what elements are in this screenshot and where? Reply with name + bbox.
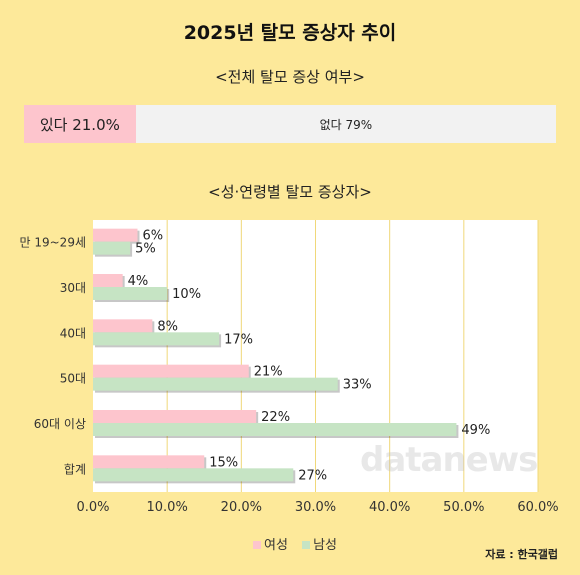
x-tick-label: 50.0% (443, 500, 484, 515)
category-label: 60대 이상 (34, 417, 86, 431)
bar-male (93, 468, 294, 482)
overall-stacked-bar: 있다 21.0% 없다 79% (24, 105, 556, 143)
category-label: 만 19~29세 (20, 236, 87, 250)
data-label: 21% (254, 365, 283, 380)
overall-no-label: 없다 79% (319, 117, 373, 132)
x-tick-label: 30.0% (295, 500, 336, 515)
source-note: 자료 : 한국갤럽 (485, 548, 558, 561)
section-heading: <성·연령별 탈모 증상자> (208, 183, 372, 201)
bar-female (93, 410, 257, 423)
data-label: 17% (224, 332, 253, 347)
legend-female-swatch (253, 541, 261, 549)
category-label: 합계 (64, 462, 86, 476)
data-label: 6% (143, 229, 164, 244)
data-label: 33% (343, 378, 372, 393)
data-label: 8% (157, 319, 178, 334)
bar-male (93, 423, 457, 436)
legend-male-label: 남성 (313, 538, 337, 553)
bar-male (93, 287, 168, 300)
category-label: 30대 (60, 281, 86, 295)
data-label: 4% (128, 274, 149, 289)
watermark-logo: datanews (360, 440, 538, 480)
overall-heading: <전체 탈모 증상 여부> (215, 68, 365, 86)
bar-female (93, 364, 249, 378)
data-label: 10% (172, 287, 201, 302)
data-label: 15% (209, 455, 238, 470)
category-label: 50대 (60, 372, 86, 386)
x-tick-label: 60.0% (517, 500, 558, 515)
bar-male (93, 241, 131, 255)
bar-male (93, 377, 338, 391)
data-label: 27% (298, 468, 327, 483)
bar-female (93, 274, 123, 287)
overall-yes-label: 있다 21.0% (39, 115, 120, 134)
bar-male (93, 332, 220, 346)
bar-female (93, 228, 138, 242)
bar-female (93, 455, 205, 469)
data-label: 49% (461, 423, 490, 438)
overall-yes-segment: 있다 21.0% (24, 105, 136, 143)
x-tick-label: 10.0% (147, 500, 188, 515)
legend-male-swatch (302, 541, 311, 549)
x-tick-label: 20.0% (221, 500, 262, 515)
legend: 여성 남성 (0, 534, 580, 553)
category-label: 40대 (60, 326, 86, 340)
overall-no-segment: 없다 79% (135, 105, 556, 143)
data-label: 22% (261, 410, 290, 425)
legend-female-label: 여성 (264, 538, 288, 553)
bar-female (93, 319, 153, 333)
data-label: 5% (135, 242, 156, 257)
chart-title: 2025년 탈모 증상자 추이 (183, 22, 397, 44)
x-tick-label: 0.0% (76, 500, 109, 515)
x-tick-label: 40.0% (369, 500, 410, 515)
